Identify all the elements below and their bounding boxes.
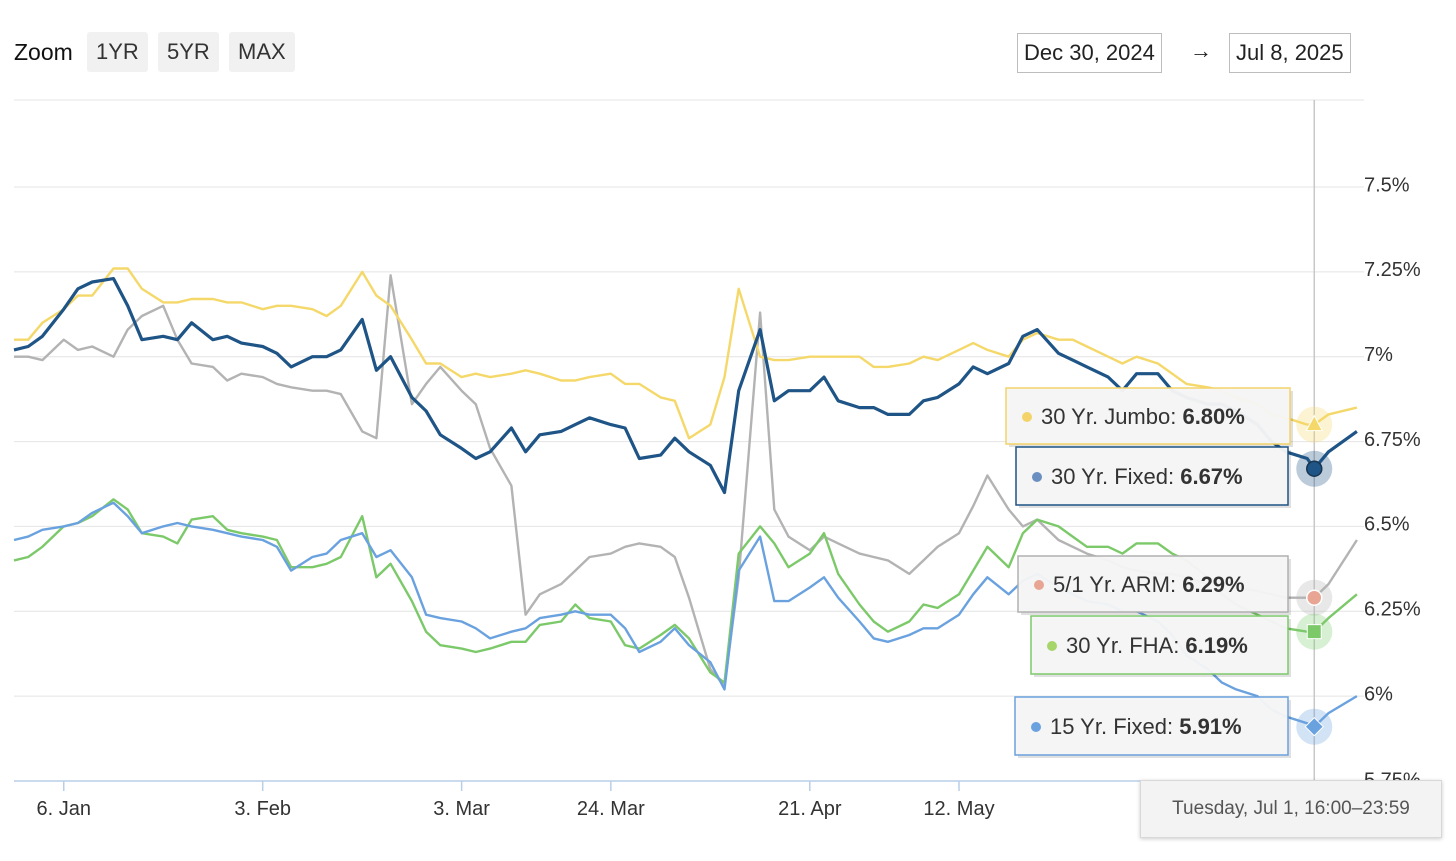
date-to-input[interactable]: Jul 8, 2025	[1229, 33, 1351, 73]
zoom-1yr-button[interactable]: 1YR	[87, 32, 148, 72]
marker-fixed30	[1306, 460, 1323, 477]
marker-jumbo	[1305, 414, 1324, 432]
y-tick-label: 7.5%	[1364, 174, 1410, 196]
series-line-fixed30	[13, 277, 1358, 495]
range-toolbar: Zoom 1YR 5YR MAX Dec 30, 2024 → Jul 8, 2…	[0, 0, 1456, 100]
tooltip-box	[1030, 615, 1289, 675]
tooltip-jumbo: 30 Yr. Jumbo: 6.80%	[1005, 387, 1293, 447]
y-axis-labels: 5.75%6%6.25%6.5%6.75%7%7.25%7.5%	[1364, 174, 1421, 791]
tooltip-series-name: 30 Yr. Jumbo:	[1041, 404, 1182, 429]
x-tick-label: 3. Mar	[433, 798, 490, 820]
tooltip-series-name: 15 Yr. Fixed:	[1050, 714, 1179, 739]
zoom-label: Zoom	[14, 39, 73, 65]
marker-fixed15	[1304, 716, 1324, 737]
x-axis: 6. Jan 3. Feb 3. Mar 24. Mar 21. Apr 12. May	[14, 780, 1140, 820]
tooltip-text: 5/1 Yr. ARM: 6.29%	[1053, 572, 1245, 597]
marker-fha	[1306, 624, 1322, 640]
y-tick-label: 7%	[1364, 344, 1393, 366]
date-from-input[interactable]: Dec 30, 2024	[1017, 33, 1162, 73]
x-tick-label: 21. Apr	[778, 798, 842, 820]
x-tick-label: 3. Feb	[234, 798, 291, 820]
tooltip-series-value: 6.80%	[1182, 404, 1244, 429]
tooltip-arm: 5/1 Yr. ARM: 6.29%	[1017, 555, 1291, 615]
series-tooltips: 30 Yr. Jumbo: 6.80% 30 Yr. Fixed: 6.67% 5/…	[1005, 387, 1293, 758]
x-tick-label: 12. May	[923, 798, 994, 820]
series-lines	[13, 267, 1358, 728]
tooltip-series-value: 6.29%	[1182, 572, 1244, 597]
tooltip-text: 30 Yr. Fixed: 6.67%	[1051, 464, 1243, 489]
zoom-5yr-button[interactable]: 5YR	[158, 32, 219, 72]
tooltip-box	[1014, 696, 1289, 756]
tooltip-dot	[1034, 580, 1044, 590]
tooltip-box	[1005, 387, 1291, 445]
y-tick-label: 6.25%	[1364, 599, 1421, 621]
x-tick-label: 6. Jan	[36, 798, 90, 820]
tooltip-fixed15: 15 Yr. Fixed: 5.91%	[1014, 696, 1291, 758]
tooltip-text: 30 Yr. FHA: 6.19%	[1066, 633, 1248, 658]
series-line-jumbo	[14, 267, 1358, 440]
tooltip-series-name: 5/1 Yr. ARM:	[1053, 572, 1182, 597]
tooltip-series-name: 30 Yr. FHA:	[1066, 633, 1185, 658]
tooltip-text: 30 Yr. Jumbo: 6.80%	[1041, 404, 1245, 429]
tooltip-box	[1015, 446, 1289, 506]
tooltip-series-name: 30 Yr. Fixed:	[1051, 464, 1180, 489]
grid-lines	[14, 99, 1364, 697]
hover-markers	[1296, 406, 1333, 745]
tooltip-series-value: 6.19%	[1185, 633, 1247, 658]
x-tick-label: 24. Mar	[577, 798, 645, 820]
hover-time-label: Tuesday, Jul 1, 16:00–23:59	[1140, 780, 1442, 838]
tooltip-series-value: 6.67%	[1180, 464, 1242, 489]
tooltip-box	[1017, 555, 1289, 613]
marker-arm	[1306, 589, 1323, 606]
tooltip-text: 15 Yr. Fixed: 5.91%	[1050, 714, 1242, 739]
y-tick-label: 7.25%	[1364, 259, 1421, 281]
tooltip-dot	[1031, 722, 1041, 732]
tooltip-dot	[1022, 412, 1032, 422]
tooltip-fha: 30 Yr. FHA: 6.19%	[1030, 615, 1291, 677]
y-tick-label: 6%	[1364, 683, 1393, 705]
series-line-fha	[13, 498, 1358, 684]
range-arrow-icon: →	[1190, 38, 1212, 63]
y-tick-label: 6.5%	[1364, 514, 1410, 536]
y-tick-label: 6.75%	[1364, 429, 1421, 451]
tooltip-fixed30: 30 Yr. Fixed: 6.67%	[1015, 446, 1291, 508]
tooltip-dot	[1047, 641, 1057, 651]
tooltip-dot	[1032, 472, 1042, 482]
tooltip-series-value: 5.91%	[1179, 714, 1241, 739]
zoom-max-button[interactable]: MAX	[229, 32, 295, 72]
